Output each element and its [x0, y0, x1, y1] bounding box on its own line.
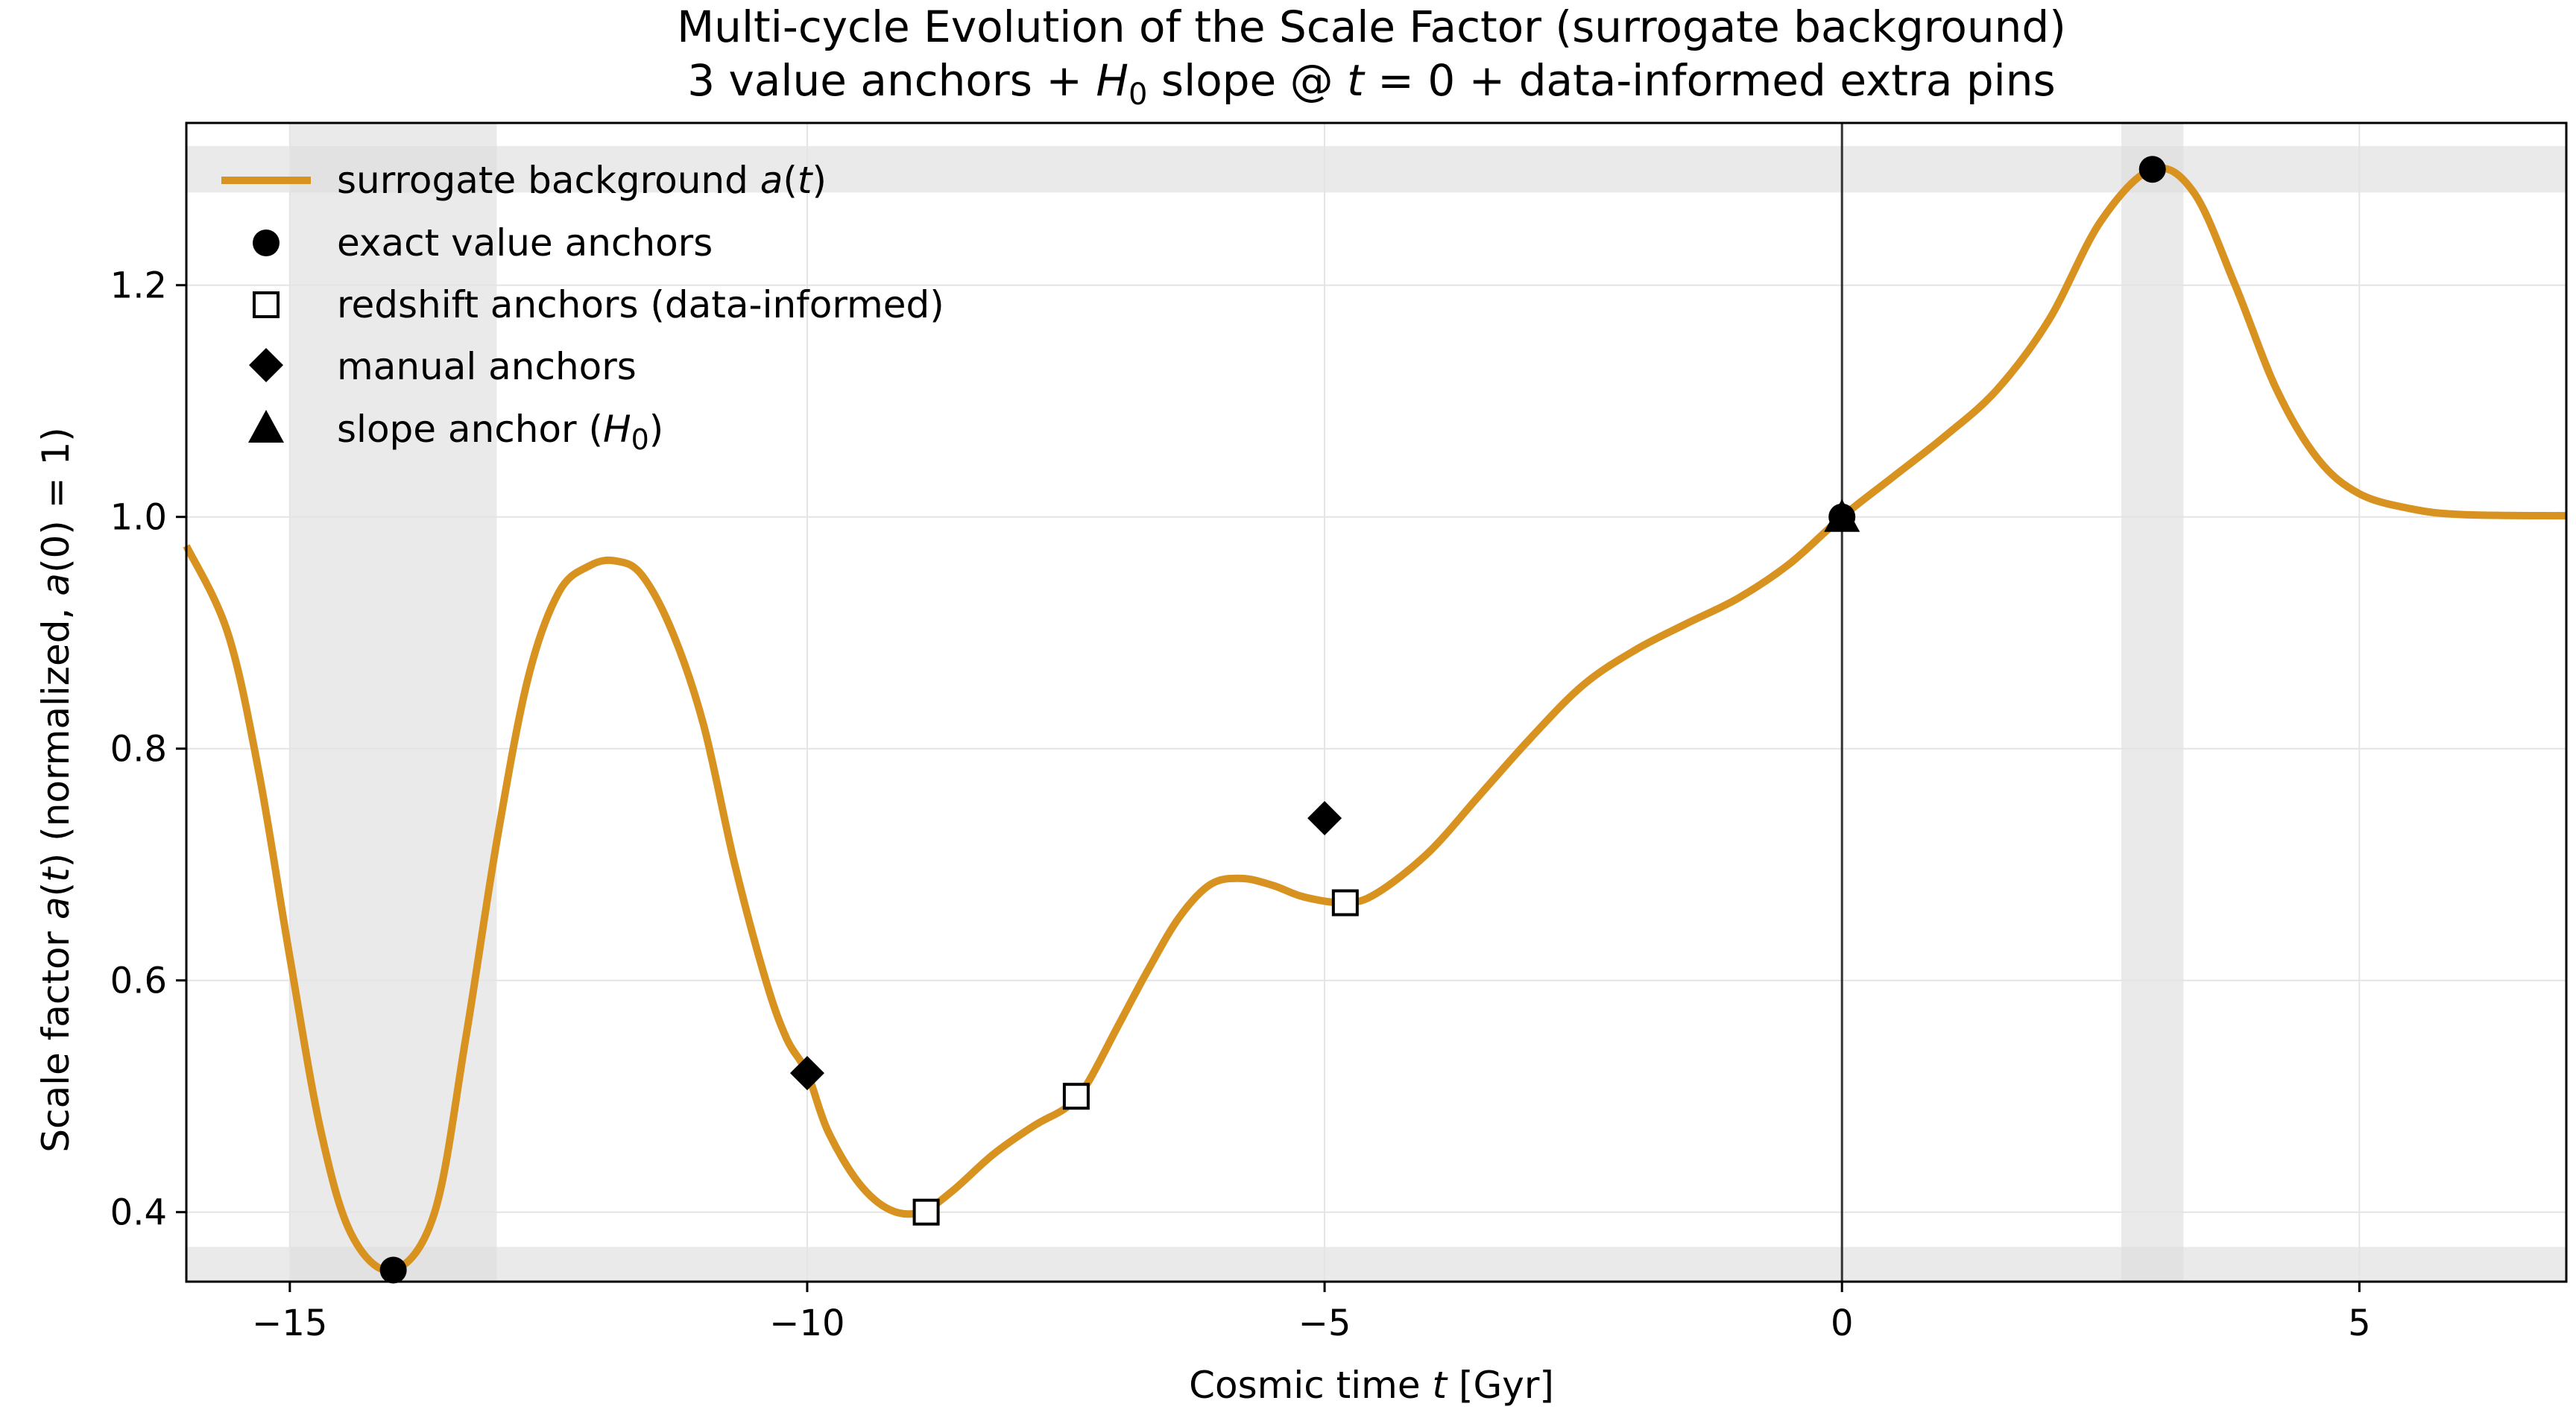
x-tick-label: −15 — [252, 1303, 327, 1344]
x-tick-label: −5 — [1298, 1303, 1351, 1344]
legend-label-exact-anchors: exact value anchors — [337, 221, 713, 265]
vertical-band — [2121, 123, 2184, 1282]
legend: surrogate background a(t) exact value an… — [221, 159, 944, 456]
y-axis-label: Scale factor a(t) (normalized, a(0) = 1) — [34, 427, 78, 1153]
legend-label-manual-anchors: manual anchors — [337, 345, 637, 388]
legend-label-redshift-anchors: redshift anchors (data-informed) — [337, 283, 944, 326]
legend-circle-marker — [253, 230, 280, 256]
redshift-anchor-marker — [1331, 889, 1359, 917]
legend-square-marker — [253, 291, 280, 318]
chart-subtitle: 3 value anchors + H0 slope @ t = 0 + dat… — [687, 55, 2056, 112]
surrogate-background-curve — [183, 164, 2567, 1275]
y-tick-label: 1.2 — [110, 265, 167, 307]
manual-anchor-marker — [789, 1056, 824, 1091]
y-tick-label: 1.0 — [110, 497, 167, 539]
chart-title: Multi-cycle Evolution of the Scale Facto… — [677, 1, 2066, 52]
vertical-band — [289, 123, 497, 1282]
exact-value-anchor-marker — [2138, 156, 2166, 183]
legend-triangle-marker — [248, 410, 284, 443]
redshift-anchor-marker — [1062, 1083, 1090, 1110]
x-tick-label: −10 — [769, 1303, 845, 1344]
y-tick-label: 0.8 — [110, 729, 167, 770]
exact-value-anchor-marker — [379, 1256, 407, 1284]
anchor-markers — [379, 156, 2166, 1284]
redshift-anchor-marker — [912, 1198, 940, 1226]
y-tick-label: 0.6 — [110, 960, 167, 1002]
x-axis-ticks: −15 −10 −5 0 5 — [252, 1282, 2371, 1344]
y-axis-ticks: 0.4 0.6 0.8 1.0 1.2 — [110, 265, 186, 1234]
y-tick-label: 0.4 — [110, 1192, 167, 1234]
manual-anchor-marker — [1307, 801, 1342, 835]
legend-label-slope-anchor: slope anchor (H0) — [337, 408, 663, 456]
legend-diamond-marker — [249, 348, 283, 382]
shaded-bands — [186, 123, 2566, 1282]
x-axis-label: Cosmic time t [Gyr] — [1189, 1364, 1554, 1407]
horizontal-band — [186, 1247, 2566, 1282]
slope-anchor-marker — [1824, 499, 1860, 532]
plot-frame — [185, 121, 2568, 1283]
x-tick-label: 0 — [1831, 1303, 1854, 1344]
plot-area — [183, 123, 2567, 1284]
legend-label-curve: surrogate background a(t) — [337, 159, 827, 202]
x-tick-label: 5 — [2348, 1303, 2371, 1344]
